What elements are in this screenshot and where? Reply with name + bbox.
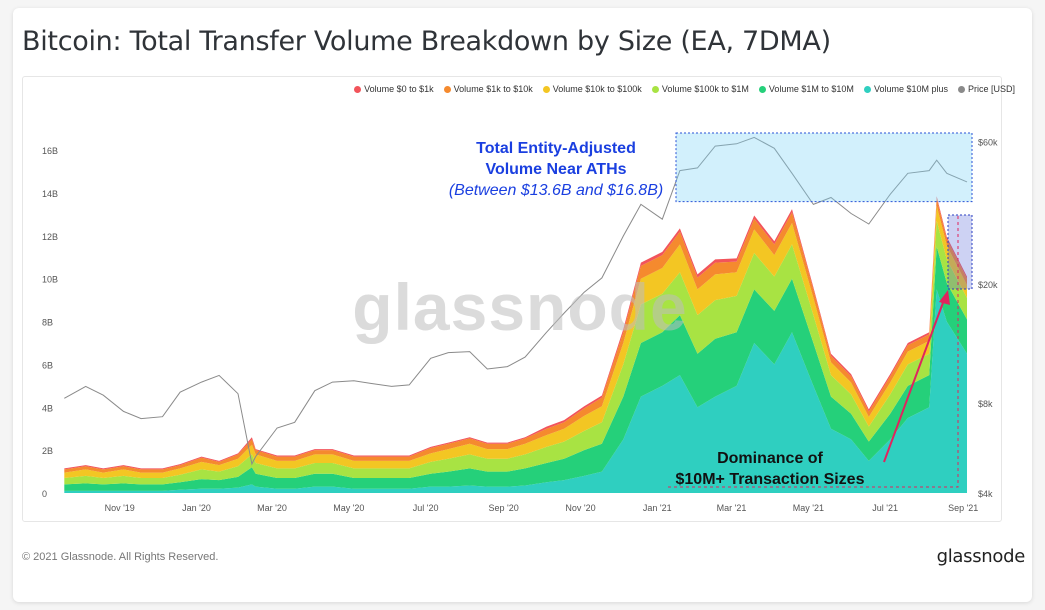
left-tick-label: 14B bbox=[42, 189, 58, 199]
brand-logo: glassnode bbox=[937, 546, 1025, 567]
right-axis-ticks: $4k $8k $20k $60k bbox=[978, 138, 998, 499]
ath-highlight-box bbox=[676, 133, 972, 202]
x-tick-label: Jul '20 bbox=[413, 503, 439, 513]
left-tick-label: 2B bbox=[42, 446, 53, 456]
dominance-line2: $10M+ Transaction Sizes bbox=[676, 471, 865, 488]
left-axis-ticks: 0 2B 4B 6B 8B 10B 12B 14B 16B bbox=[42, 146, 58, 499]
x-axis-ticks: Nov '19 Jan '20 Mar '20 May '20 Jul '20 Sep '… bbox=[105, 503, 979, 513]
right-tick-label: $20k bbox=[978, 280, 998, 290]
x-tick-label: May '21 bbox=[793, 503, 824, 513]
left-tick-label: 16B bbox=[42, 146, 58, 156]
x-tick-label: Sep '20 bbox=[489, 503, 519, 513]
x-tick-label: Jan '21 bbox=[643, 503, 672, 513]
ath-title-line1: Total Entity-Adjusted bbox=[476, 140, 636, 157]
x-tick-label: Jan '20 bbox=[182, 503, 211, 513]
right-tick-label: $8k bbox=[978, 399, 993, 409]
watermark: glassnode bbox=[352, 270, 687, 344]
x-tick-label: Mar '20 bbox=[257, 503, 287, 513]
x-tick-label: May '20 bbox=[333, 503, 364, 513]
x-tick-label: Mar '21 bbox=[717, 503, 747, 513]
x-tick-label: Jul '21 bbox=[872, 503, 898, 513]
left-tick-label: 10B bbox=[42, 275, 58, 285]
left-tick-label: 4B bbox=[42, 403, 53, 413]
ath-subtitle: (Between $13.6B and $16.8B) bbox=[449, 182, 663, 199]
dominance-box bbox=[948, 215, 972, 289]
x-tick-label: Sep '21 bbox=[948, 503, 978, 513]
x-tick-label: Nov '19 bbox=[105, 503, 135, 513]
ath-title-line2: Volume Near ATHs bbox=[485, 161, 626, 178]
right-tick-label: $4k bbox=[978, 489, 993, 499]
right-tick-label: $60k bbox=[978, 138, 998, 148]
left-tick-label: 6B bbox=[42, 360, 53, 370]
copyright: © 2021 Glassnode. All Rights Reserved. bbox=[22, 551, 218, 563]
x-tick-label: Nov '20 bbox=[565, 503, 595, 513]
area-series bbox=[64, 196, 967, 493]
dominance-line1: Dominance of bbox=[717, 450, 823, 467]
left-tick-label: 12B bbox=[42, 232, 58, 242]
left-tick-label: 0 bbox=[42, 489, 47, 499]
left-tick-label: 8B bbox=[42, 318, 53, 328]
